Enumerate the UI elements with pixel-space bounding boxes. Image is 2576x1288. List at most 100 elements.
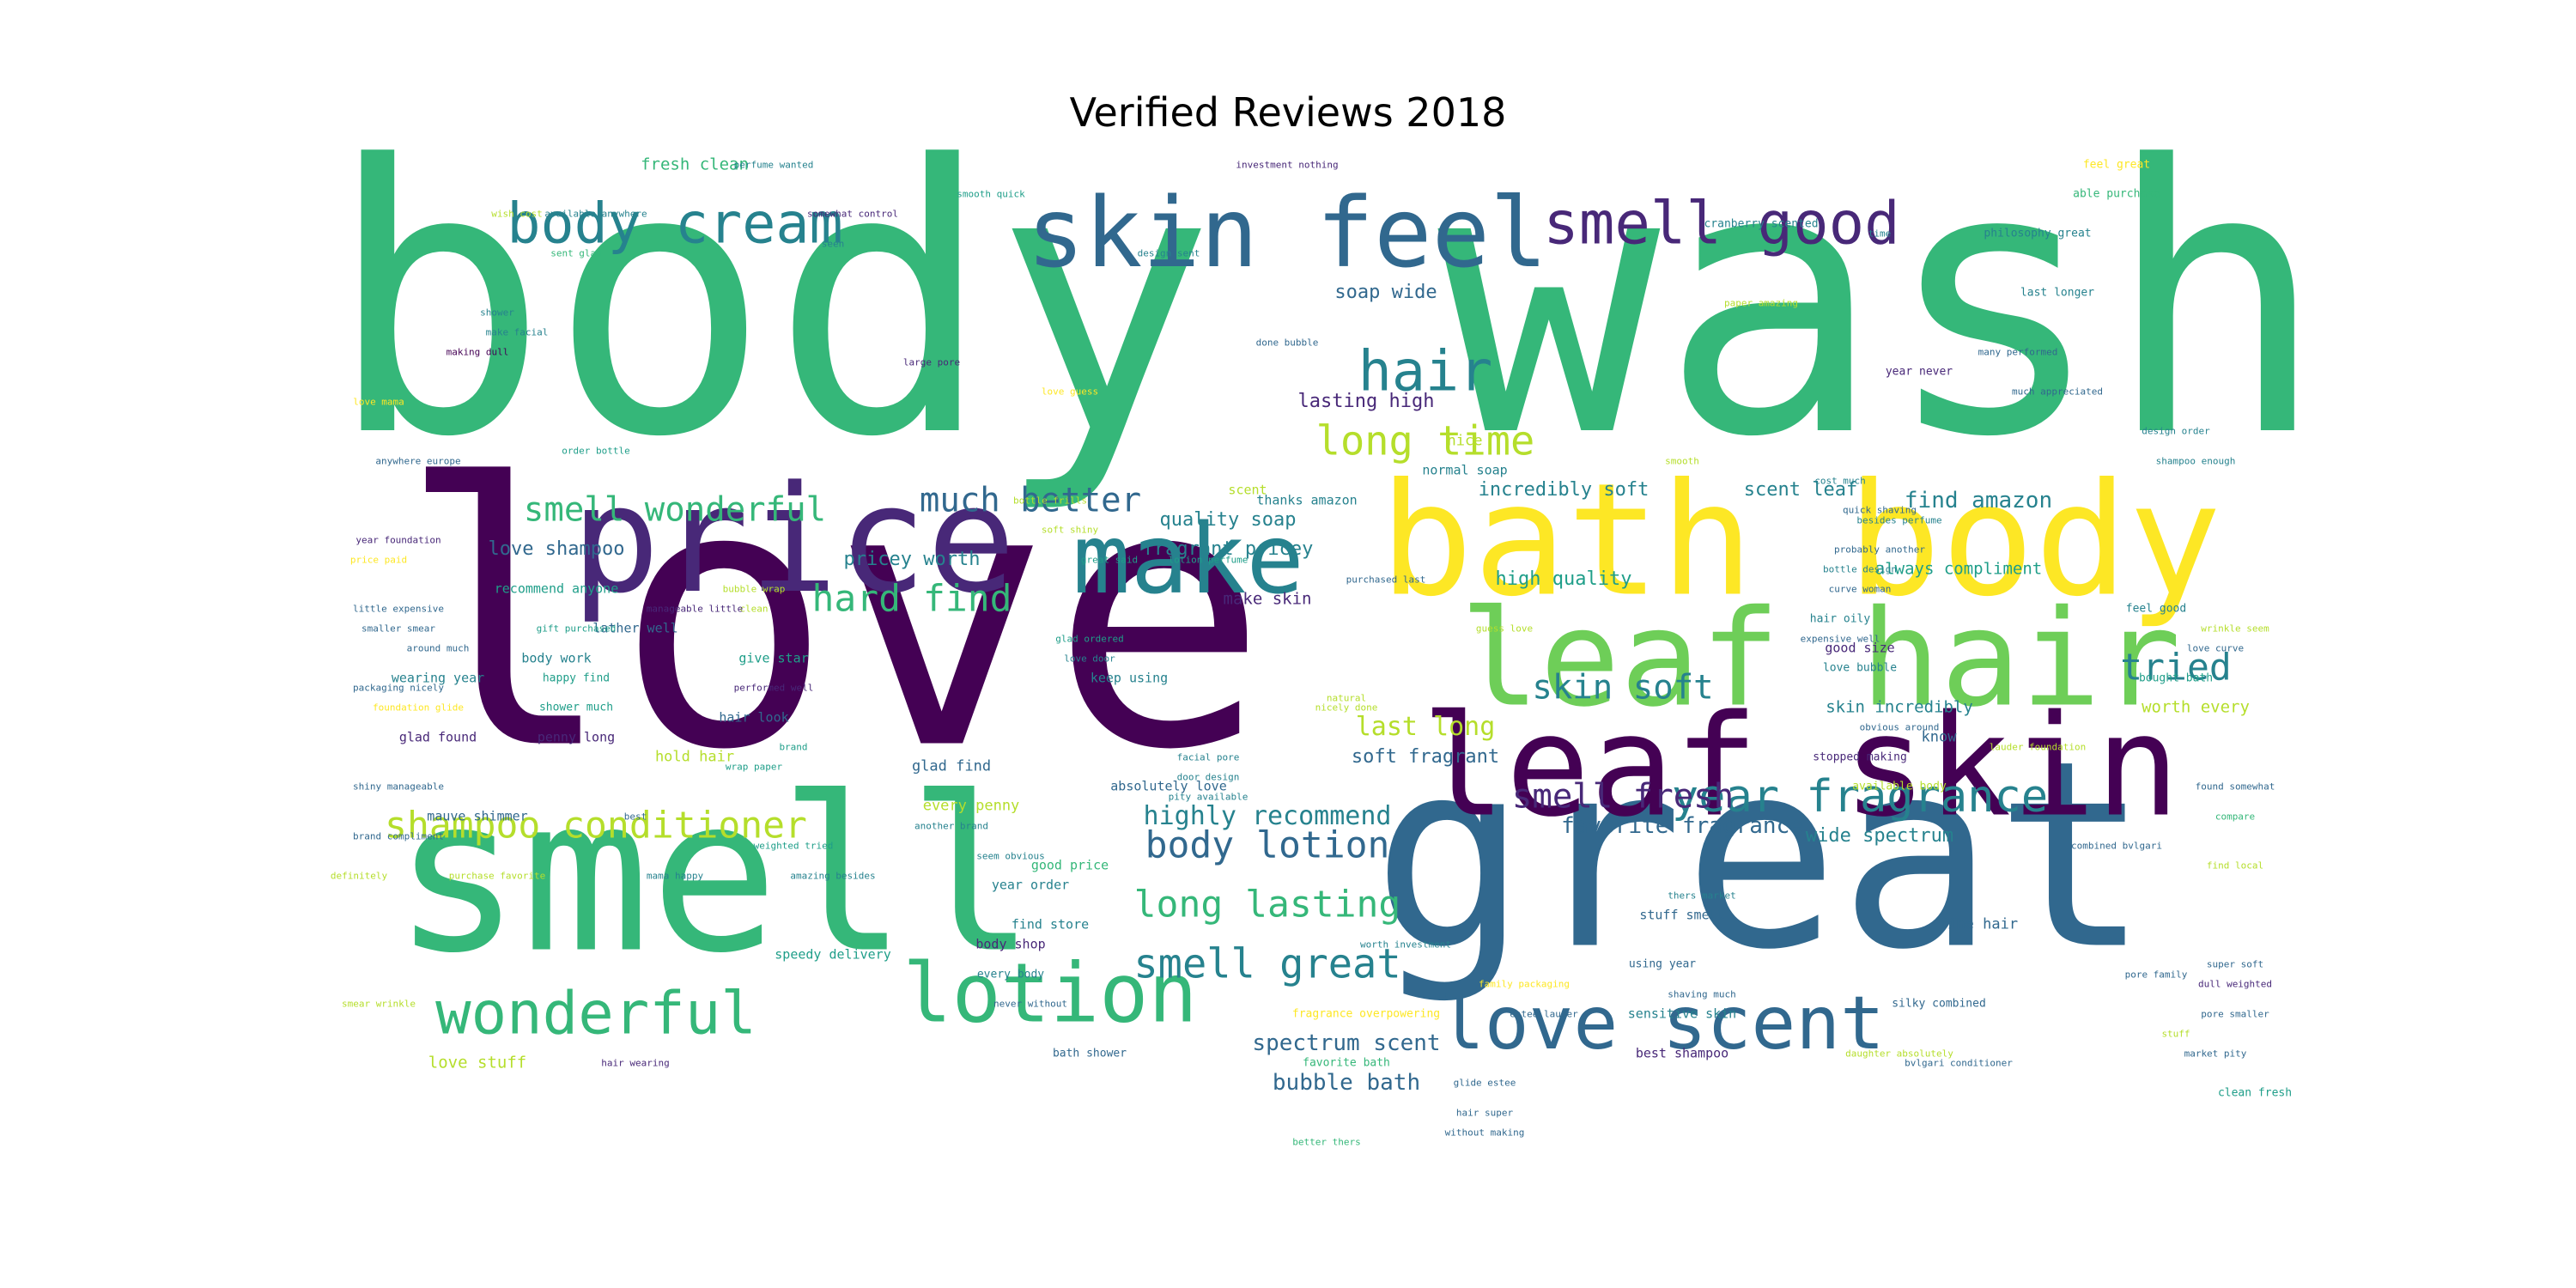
cloud-word: soft shiny [1041,524,1099,536]
cloud-word: bath shower [1052,1047,1127,1060]
cloud-word: smaller smear [361,623,436,635]
cloud-word: foundation glide [373,702,464,714]
cloud-word: absolutely love [1110,778,1227,794]
cloud-word: last long [1355,712,1496,742]
cloud-word: performed well [733,682,814,694]
cloud-word: year order [991,877,1070,893]
cloud-word: shaving much [1668,988,1736,999]
cloud-word: cranberry scented [1704,217,1819,230]
cloud-word: long time [1315,417,1535,465]
cloud-word: skin soft [1532,668,1714,708]
cloud-word: great [1371,705,2151,1005]
cloud-word: scent [1228,482,1267,498]
cloud-word: love stuff [428,1053,527,1072]
cloud-word: seem obvious [976,850,1045,861]
cloud-word: expensive well [1800,633,1880,644]
cloud-word: bubble bath [1272,1070,1421,1096]
cloud-word: somewhat control [807,208,898,220]
cloud-word: love door [1064,653,1115,664]
cloud-word: anywhere europe [375,455,461,466]
cloud-word: thanks amazon [1256,492,1358,507]
cloud-word: wonderful [435,979,756,1048]
cloud-word: keep using [1090,670,1169,685]
cloud-word: quality soap [1159,508,1297,531]
cloud-word: obvious around [1859,721,1940,733]
cloud-word: feel good [2125,602,2187,616]
cloud-word: pricey worth [843,548,981,570]
cloud-word: glad find [911,757,992,775]
cloud-word: recommend anyone [494,580,619,597]
cloud-word: good price [1030,857,1109,873]
cloud-word: scent leaf [1743,479,1858,501]
cloud-word: shampoo enough [2155,455,2236,466]
cloud-word: mama happy [646,870,704,881]
cloud-word: year foundation [355,534,441,545]
cloud-word: make facial [485,326,549,338]
cloud-word: smell great [1133,940,1401,988]
cloud-word: family packaging [1479,978,1570,990]
cloud-word: available anywhere [544,208,647,220]
cloud-word: happy find [542,671,611,684]
cloud-word: lotion perfume [1168,554,1249,565]
cloud-word: wearing year [391,670,485,685]
cloud-word: using year [1628,957,1697,971]
cloud-word: door design [1176,771,1240,782]
cloud-word: amazing besides [790,870,876,881]
cloud-word: stuff smell [1639,907,1725,922]
cloud-word: feel great [2082,158,2151,171]
cloud-word: cost much [1814,475,1866,486]
cloud-word: price paid [349,554,408,565]
cloud-word: able purchase [2073,187,2160,201]
cloud-word: bvlgari conditioner [1905,1057,2013,1069]
cloud-word: love guess [1041,386,1099,398]
cloud-word: smear wrinkle [341,998,416,1010]
cloud-word: every body [976,968,1045,981]
cloud-word: natural [1326,692,1367,703]
cloud-word: love shampoo [488,538,625,560]
cloud-word: worth every [2142,697,2250,717]
cloud-word: bottle frills [1012,495,1088,506]
cloud-word: make [1072,503,1304,616]
cloud-word: mauve shimmer [427,808,528,823]
cloud-word: make skin [1223,589,1312,608]
cloud-word: purchased last [1346,574,1426,585]
cloud-word: design order [2142,425,2210,437]
cloud-word: stopped making [1813,750,1907,763]
cloud-word: philosophy great [1984,227,2092,240]
cloud-word: shiny manageable [353,781,444,793]
cloud-word: probably another [1834,544,1925,556]
cloud-word: shower much [538,701,614,714]
cloud-word: leaf skin [1421,685,2180,848]
cloud-word: love scent [1440,981,1885,1066]
cloud-word: penny long [537,729,616,744]
cloud-word: find store [1011,916,1090,933]
cloud-word: compare [2215,811,2256,822]
cloud-word: seen [821,238,845,249]
cloud-word: bath body [1379,449,2222,630]
cloud-word: guess love [1475,623,1534,635]
cloud-word: curve woman [1828,583,1892,595]
cloud-word: high quality [1495,568,1632,590]
cloud-word: lasting high [1297,390,1435,412]
cloud-word: worth investment [1360,939,1451,951]
cloud-word: hair [1358,339,1493,404]
cloud-word: lauder foundation [1989,741,2087,753]
cloud-word: every penny [922,797,1020,815]
cloud-word: wish cost [491,208,543,220]
cloud-word: investment nothing [1236,159,1339,170]
cloud-word: always compliment [1874,559,2043,579]
cloud-word: year never [1885,365,1953,379]
cloud-word: love mama [353,396,404,407]
cloud-word: great said [1080,554,1139,565]
cloud-word: lather well [592,620,678,636]
cloud-word: sensitive skin [1627,1005,1737,1021]
cloud-word: hard find [811,577,1012,620]
cloud-word: find local [2206,860,2264,872]
cloud-word: glad found [398,729,477,744]
cloud-word: time [1868,228,1892,240]
cloud-word: fragrance overpowering [1291,1007,1441,1020]
cloud-word: perfume wanted [733,159,814,170]
cloud-word: clean [739,603,769,615]
cloud-word: long lasting [1133,883,1401,927]
cloud-word: pore family [2124,969,2188,980]
